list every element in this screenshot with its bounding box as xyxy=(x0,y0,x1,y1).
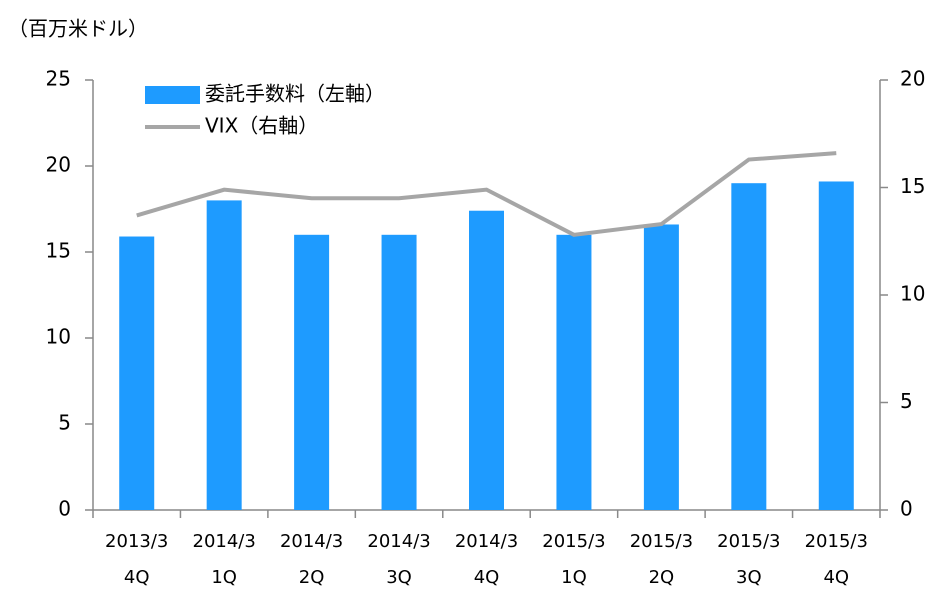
y-tick-label: 5 xyxy=(58,411,71,435)
bar xyxy=(643,224,679,511)
x-tick-label: 2014/3 xyxy=(367,531,430,552)
x-tick-label: 4Q xyxy=(474,567,500,588)
y2-tick-label: 15 xyxy=(900,174,925,198)
x-tick-label: 3Q xyxy=(736,567,762,588)
y2-tick-label: 5 xyxy=(900,389,913,413)
y-tick-label: 10 xyxy=(46,325,71,349)
x-tick-label: 1Q xyxy=(561,567,587,588)
x-tick-label: 2Q xyxy=(649,567,675,588)
legend-swatch xyxy=(145,86,200,104)
legend-label: VIX（右軸） xyxy=(205,114,318,138)
y-tick-label: 20 xyxy=(46,153,71,177)
chart-title: （百万米ドル） xyxy=(8,17,148,41)
x-tick-label: 2014/3 xyxy=(280,531,343,552)
bar xyxy=(556,234,592,511)
x-tick-label: 4Q xyxy=(124,567,150,588)
bar xyxy=(206,200,242,510)
x-tick-label: 3Q xyxy=(386,567,412,588)
x-tick-label: 2015/3 xyxy=(717,531,780,552)
x-tick-label: 2013/3 xyxy=(105,531,168,552)
x-tick-label: 2Q xyxy=(299,567,325,588)
bar xyxy=(119,236,155,510)
x-tick-label: 1Q xyxy=(211,567,237,588)
bar xyxy=(381,234,417,511)
x-tick-label: 4Q xyxy=(823,567,849,588)
y-tick-label: 0 xyxy=(58,497,71,521)
y2-tick-label: 10 xyxy=(900,282,925,306)
x-tick-label: 2015/3 xyxy=(630,531,693,552)
legend-label: 委託手数料（左軸） xyxy=(205,82,385,106)
line xyxy=(136,151,837,237)
x-tick-label: 2015/3 xyxy=(805,531,868,552)
y2-tick-label: 0 xyxy=(900,497,913,521)
y-tick-label: 15 xyxy=(46,239,71,263)
y-tick-label: 25 xyxy=(46,67,71,91)
bar xyxy=(818,181,854,511)
bar xyxy=(294,234,330,511)
y2-tick-label: 20 xyxy=(900,67,925,91)
bar xyxy=(731,183,767,510)
x-tick-label: 2014/3 xyxy=(455,531,518,552)
x-tick-label: 2014/3 xyxy=(193,531,256,552)
bar xyxy=(469,210,504,510)
x-tick-label: 2015/3 xyxy=(542,531,605,552)
